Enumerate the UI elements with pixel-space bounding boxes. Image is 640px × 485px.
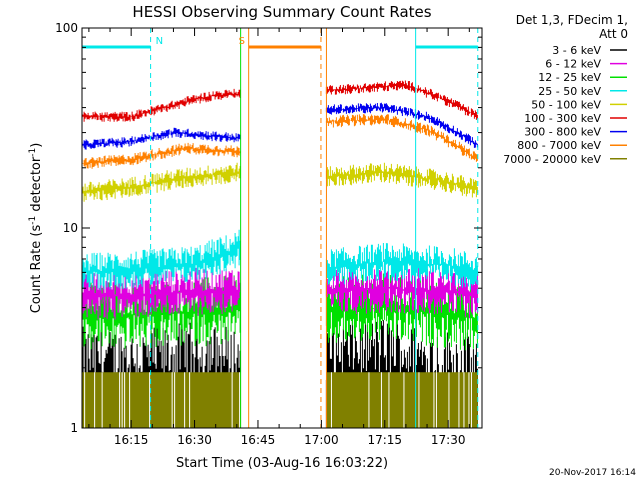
y-axis-label-superscript: -1: [28, 216, 38, 225]
legend-item: 50 - 100 keV: [531, 98, 627, 111]
y-axis-label-part: detector: [29, 156, 44, 216]
x-tick-label: 17:15: [367, 433, 402, 447]
traces-layer: [82, 80, 478, 428]
y-tick-label: 10: [63, 221, 78, 235]
y-tick-label: 100: [55, 21, 78, 35]
series-trace: [325, 114, 478, 162]
y-axis-label-part: ): [29, 143, 44, 148]
legend-item: 300 - 800 keV: [524, 126, 627, 139]
chart-title: HESSI Observing Summary Count Rates: [132, 3, 431, 21]
flag-N: N: [82, 28, 163, 428]
x-tick-label: 16:30: [177, 433, 212, 447]
axes-layer: 1 10 100 16:15 16:30 16:45 17:00 17:15 17:30: [55, 21, 482, 447]
x-tick-label: 17:30: [431, 433, 466, 447]
series-50-100-kev: [82, 162, 478, 202]
series-fill: [326, 372, 478, 428]
legend-label: 800 - 7000 keV: [517, 139, 601, 152]
flag-label: S: [239, 36, 245, 47]
legend-item: 6 - 12 keV: [545, 58, 627, 71]
legend-label: 12 - 25 keV: [538, 71, 601, 84]
legend-item: 7000 - 20000 keV: [503, 153, 627, 166]
x-axis-label: Start Time (03-Aug-16 16:03:22): [176, 456, 388, 471]
legend-item: 25 - 50 keV: [538, 85, 627, 98]
legend-item: 100 - 300 keV: [524, 112, 627, 125]
legend-header-line: Det 1,3, FDecim 1,: [516, 13, 628, 27]
series-trace: [325, 162, 478, 198]
y-axis-label-part: Count Rate (s: [29, 225, 44, 314]
y-tick-label: 1: [70, 421, 78, 435]
flag-S: S: [239, 28, 322, 428]
series-trace: [82, 162, 241, 202]
legend-label: 3 - 6 keV: [552, 44, 601, 57]
flag-label: N: [156, 36, 163, 47]
x-tick-label: 16:45: [241, 433, 276, 447]
series-trace: [82, 142, 241, 169]
y-axis-label: Count Rate (s-1 detector-1): [28, 143, 44, 314]
legend-item: 12 - 25 keV: [538, 71, 627, 84]
legend-item: 800 - 7000 keV: [517, 139, 627, 152]
legend-header-line: Att 0: [599, 27, 628, 41]
series-trace: [82, 88, 241, 122]
series-fill: [82, 372, 241, 428]
footer-date: 20-Nov-2017 16:14: [549, 468, 636, 478]
legend-label: 25 - 50 keV: [538, 85, 601, 98]
legend-item: 3 - 6 keV: [552, 44, 627, 57]
legend-label: 7000 - 20000 keV: [503, 153, 601, 166]
x-tick-label: 16:15: [114, 433, 149, 447]
legend-label: 100 - 300 keV: [524, 112, 601, 125]
legend-label: 300 - 800 keV: [524, 126, 601, 139]
series-7000-20000-kev: [82, 372, 478, 428]
legend-label: 50 - 100 keV: [531, 98, 601, 111]
legend-label: 6 - 12 keV: [545, 58, 601, 71]
x-tick-label: 17:00: [304, 433, 339, 447]
y-axis-label-superscript: -1: [28, 148, 38, 157]
